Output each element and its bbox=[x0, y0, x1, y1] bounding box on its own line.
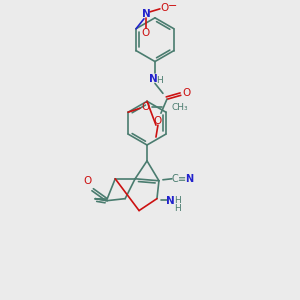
Text: O: O bbox=[183, 88, 191, 98]
Text: CH₃: CH₃ bbox=[172, 103, 188, 112]
Text: N: N bbox=[185, 174, 193, 184]
Text: O: O bbox=[142, 102, 150, 112]
Text: H: H bbox=[174, 204, 181, 213]
Text: H: H bbox=[174, 196, 181, 205]
Text: N: N bbox=[167, 196, 175, 206]
Text: N: N bbox=[148, 74, 158, 84]
Text: C: C bbox=[172, 174, 178, 184]
Text: ≡: ≡ bbox=[178, 174, 186, 184]
Text: O: O bbox=[161, 3, 169, 13]
Text: N: N bbox=[142, 9, 150, 19]
Text: O: O bbox=[154, 116, 162, 126]
Text: O: O bbox=[142, 28, 150, 38]
Text: −: − bbox=[168, 1, 178, 11]
Text: O: O bbox=[83, 176, 92, 186]
Text: H: H bbox=[157, 76, 163, 85]
